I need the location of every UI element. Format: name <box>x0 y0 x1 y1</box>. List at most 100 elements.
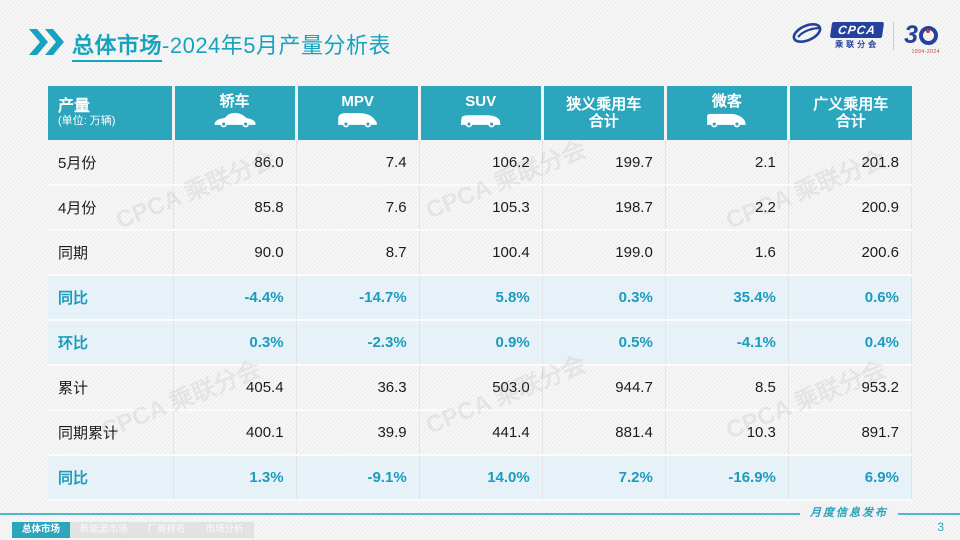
data-cell: 36.3 <box>296 365 420 411</box>
table-row: 5月份 86.0 7.4 106.2 199.7 2.1 201.8 <box>48 140 913 186</box>
van-icon <box>704 110 750 133</box>
page-title: 总体市场-2024年5月产量分析表 <box>28 28 392 62</box>
table-row: 同比 1.3% -9.1% 14.0% 7.2% -16.9% 6.9% <box>48 455 913 501</box>
data-cell: 881.4 <box>542 410 666 456</box>
data-cell: 199.7 <box>542 140 666 186</box>
table-row: 环比 0.3% -2.3% 0.9% 0.5% -4.1% 0.4% <box>48 320 913 366</box>
data-cell: 0.3% <box>173 320 297 366</box>
data-cell: 8.5 <box>665 365 789 411</box>
data-cell: 201.8 <box>788 140 913 186</box>
page-number: 3 <box>937 520 944 534</box>
data-cell: 400.1 <box>173 410 297 456</box>
data-cell: 2.1 <box>665 140 789 186</box>
data-cell: 200.6 <box>788 230 913 276</box>
data-cell: -14.7% <box>296 275 420 321</box>
data-cell: -9.1% <box>296 455 420 501</box>
row-label: 同比 <box>48 275 174 321</box>
data-cell: 891.7 <box>788 410 913 456</box>
title-highlight: 总体市场 <box>72 33 163 62</box>
data-cell: 100.4 <box>419 230 543 276</box>
data-cell: 198.7 <box>542 185 666 231</box>
column-sublabel: 合计 <box>588 113 619 130</box>
cpca-logo: CPCA 乘联分会 3 1994-2024 <box>790 20 939 56</box>
anniversary-dot <box>926 29 930 33</box>
footer-tab-2[interactable]: 新能源市场 <box>70 522 138 538</box>
footer-divider-line <box>0 513 960 515</box>
data-cell: 199.0 <box>542 230 666 276</box>
data-cell: -16.9% <box>665 455 789 501</box>
data-cell: 85.8 <box>173 185 297 231</box>
column-sublabel: 合计 <box>835 113 866 130</box>
association-label: 乘联分会 <box>835 39 880 49</box>
column-header: SUV <box>419 86 544 140</box>
row-label: 累计 <box>48 365 174 411</box>
table-row: 4月份 85.8 7.6 105.3 198.7 2.2 200.9 <box>48 185 913 231</box>
data-cell: 7.6 <box>296 185 420 231</box>
row-label: 同比 <box>48 455 174 501</box>
footer-tab-4[interactable]: 市场分析 <box>195 522 254 538</box>
data-cell: 1.3% <box>173 455 297 501</box>
data-cell: 14.0% <box>419 455 543 501</box>
suv-icon <box>458 110 504 133</box>
column-label: SUV <box>465 93 497 110</box>
footer-tabs: 总体市场 新能源市场 厂商排名 市场分析 <box>12 522 254 538</box>
double-chevron-icon <box>28 28 64 60</box>
anniversary-3: 3 <box>904 21 918 49</box>
anniversary-30-logo: 3 1994-2024 <box>904 21 939 56</box>
swoosh-icon <box>790 20 824 51</box>
corner-title: 产量 <box>58 98 91 115</box>
table-header-row: 产量 (单位: 万辆) 轿车 MPV SUV 狭义乘用车 合计 微客 广义乘用车 合计 <box>48 86 912 140</box>
data-cell: 7.4 <box>296 140 420 186</box>
logo-divider <box>893 21 895 50</box>
row-label: 4月份 <box>48 185 174 231</box>
data-cell: 10.3 <box>665 410 789 456</box>
data-cell: 0.6% <box>788 275 913 321</box>
data-cell: 944.7 <box>542 365 666 411</box>
data-cell: 0.5% <box>542 320 666 366</box>
data-cell: 0.9% <box>419 320 543 366</box>
data-cell: 441.4 <box>419 410 543 456</box>
production-table: 产量 (单位: 万辆) 轿车 MPV SUV 狭义乘用车 合计 微客 广义乘用车 合计 5月份… <box>48 86 913 501</box>
row-label: 同期累计 <box>48 410 174 456</box>
data-cell: 6.9% <box>788 455 913 501</box>
footer-tab-1[interactable]: 总体市场 <box>12 522 71 538</box>
corner-cell: 产量 (单位: 万辆) <box>48 86 175 140</box>
data-cell: 35.4% <box>665 275 789 321</box>
title-rest: -2024年5月产量分析表 <box>162 33 392 58</box>
data-cell: -4.4% <box>173 275 297 321</box>
table-body: 5月份 86.0 7.4 106.2 199.7 2.1 201.8 4月份 85.8 7.6 10… <box>48 140 913 501</box>
data-cell: 5.8% <box>419 275 543 321</box>
cpca-wordmark: CPCA <box>829 21 885 38</box>
data-cell: 7.2% <box>542 455 666 501</box>
data-cell: 90.0 <box>173 230 297 276</box>
data-cell: 1.6 <box>665 230 789 276</box>
column-header: 广义乘用车 合计 <box>788 86 912 140</box>
column-label: MPV <box>341 93 374 110</box>
row-label: 同期 <box>48 230 174 276</box>
corner-subtitle: (单位: 万辆) <box>58 115 116 127</box>
data-cell: -4.1% <box>665 320 789 366</box>
row-label: 环比 <box>48 320 174 366</box>
data-cell: 953.2 <box>788 365 913 411</box>
data-cell: 503.0 <box>419 365 543 411</box>
column-header: 轿车 <box>173 86 298 140</box>
column-label: 微客 <box>711 93 742 110</box>
data-cell: -2.3% <box>296 320 420 366</box>
column-header: 微客 <box>665 86 790 140</box>
anniversary-years: 1994-2024 <box>911 49 940 55</box>
data-cell: 8.7 <box>296 230 420 276</box>
data-cell: 0.3% <box>542 275 666 321</box>
column-label: 广义乘用车 <box>813 96 889 113</box>
row-label: 5月份 <box>48 140 174 186</box>
anniversary-0-ring <box>919 26 938 45</box>
footer-tab-3[interactable]: 厂商排名 <box>137 522 196 538</box>
data-cell: 200.9 <box>788 185 913 231</box>
data-cell: 105.3 <box>419 185 543 231</box>
data-cell: 0.4% <box>788 320 913 366</box>
table-row: 同期 90.0 8.7 100.4 199.0 1.6 200.6 <box>48 230 913 276</box>
data-cell: 405.4 <box>173 365 297 411</box>
column-label: 狭义乘用车 <box>566 96 642 113</box>
data-cell: 2.2 <box>665 185 789 231</box>
mpv-icon <box>335 110 381 133</box>
column-header: 狭义乘用车 合计 <box>542 86 667 140</box>
